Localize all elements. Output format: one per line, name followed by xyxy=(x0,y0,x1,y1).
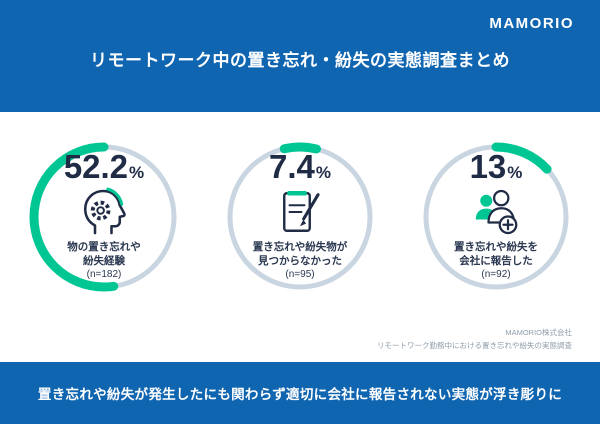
stat-label: 物の置き忘れや 紛失経験 (n=182) xyxy=(67,241,141,281)
head-gear-icon xyxy=(77,185,131,239)
sample-size: (n=95) xyxy=(285,269,315,281)
page-title: リモートワーク中の置き忘れ・紛失の実態調査まとめ xyxy=(90,51,510,70)
donut-gauge-2: 7.4% 置き忘れや紛失物が 見 xyxy=(224,141,376,293)
stats-row: 52.2% 物の置き忘れや 紛失経験 (n=182) xyxy=(0,112,600,362)
stat-value: 7.4% xyxy=(269,148,331,185)
footer-takeaway: 置き忘れや紛失が発生したにも関わらず適切に会社に報告されない実態が浮き彫りに xyxy=(37,387,563,402)
stat-lost-experience: 52.2% 物の置き忘れや 紛失経験 (n=182) xyxy=(6,112,202,362)
donut-gauge-1: 52.2% 物の置き忘れや 紛失経験 (n=182) xyxy=(28,141,180,293)
donut-ring-icon xyxy=(421,142,571,292)
mamorio-logo: MAMORIO xyxy=(489,15,574,32)
stat-label: 置き忘れや紛失物が 見つからなかった (n=95) xyxy=(252,241,348,281)
source-note: MAMORIO株式会社 リモートワーク勤務中における置き忘れや紛失の実態調査 xyxy=(377,327,572,353)
stat-not-found: 7.4% 置き忘れや紛失物が 見 xyxy=(202,112,398,362)
sample-size: (n=182) xyxy=(86,269,122,281)
memo-pen-icon xyxy=(273,185,327,239)
stat-label: 置き忘れや紛失を 会社に報告した (n=92) xyxy=(454,241,538,281)
donut-ring-icon xyxy=(29,142,179,292)
sample-size: (n=92) xyxy=(481,269,511,281)
content-panel xyxy=(0,112,600,362)
stat-value: 52.2% xyxy=(63,148,145,185)
source-company: MAMORIO株式会社 xyxy=(505,328,572,337)
donut-ring-icon xyxy=(225,142,375,292)
stat-reported: 13% 置き忘れや紛失を xyxy=(398,112,594,362)
donut-gauge-3: 13% 置き忘れや紛失を xyxy=(420,141,572,293)
people-plus-icon xyxy=(469,185,523,239)
source-survey: リモートワーク勤務中における置き忘れや紛失の実態調査 xyxy=(377,340,572,350)
stat-value: 13% xyxy=(469,148,523,185)
